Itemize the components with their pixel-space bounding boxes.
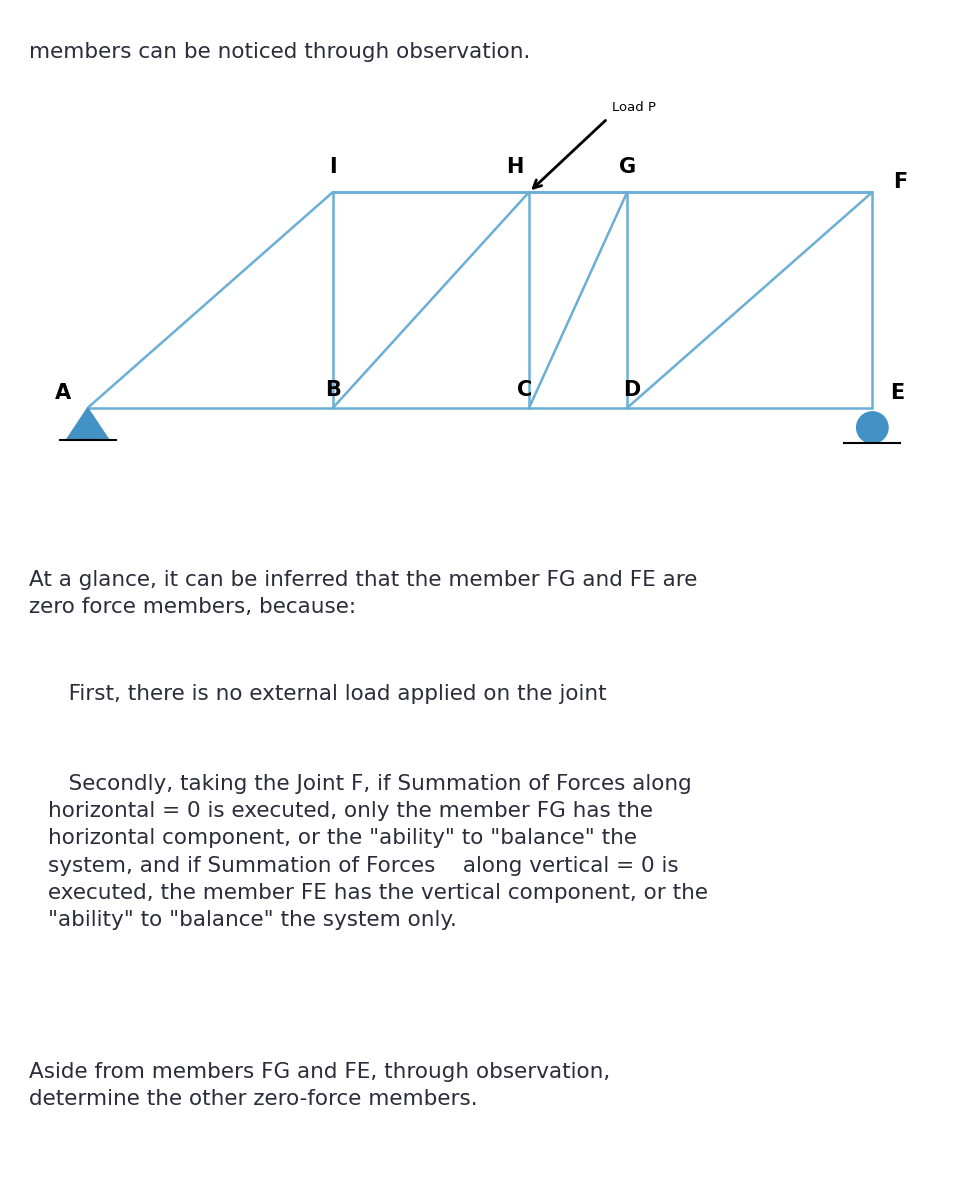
Text: F: F	[893, 172, 907, 192]
Text: E: E	[890, 383, 904, 403]
Text: C: C	[516, 380, 532, 400]
Circle shape	[856, 412, 888, 443]
Text: members can be noticed through observation.: members can be noticed through observati…	[29, 42, 530, 62]
Text: Secondly, taking the Joint F, if Summation of Forces along
horizontal = 0 is exe: Secondly, taking the Joint F, if Summati…	[48, 774, 708, 930]
Text: At a glance, it can be inferred that the member FG and FE are
zero force members: At a glance, it can be inferred that the…	[29, 570, 697, 617]
Text: First, there is no external load applied on the joint: First, there is no external load applied…	[48, 684, 607, 704]
Text: G: G	[618, 157, 636, 178]
Text: B: B	[324, 380, 341, 400]
Text: H: H	[506, 157, 523, 178]
Text: D: D	[623, 380, 640, 400]
Text: I: I	[329, 157, 337, 178]
Text: Aside from members FG and FE, through observation,
determine the other zero-forc: Aside from members FG and FE, through ob…	[29, 1062, 610, 1109]
Polygon shape	[66, 408, 109, 440]
Text: A: A	[55, 383, 71, 403]
Text: Load P: Load P	[612, 101, 657, 114]
